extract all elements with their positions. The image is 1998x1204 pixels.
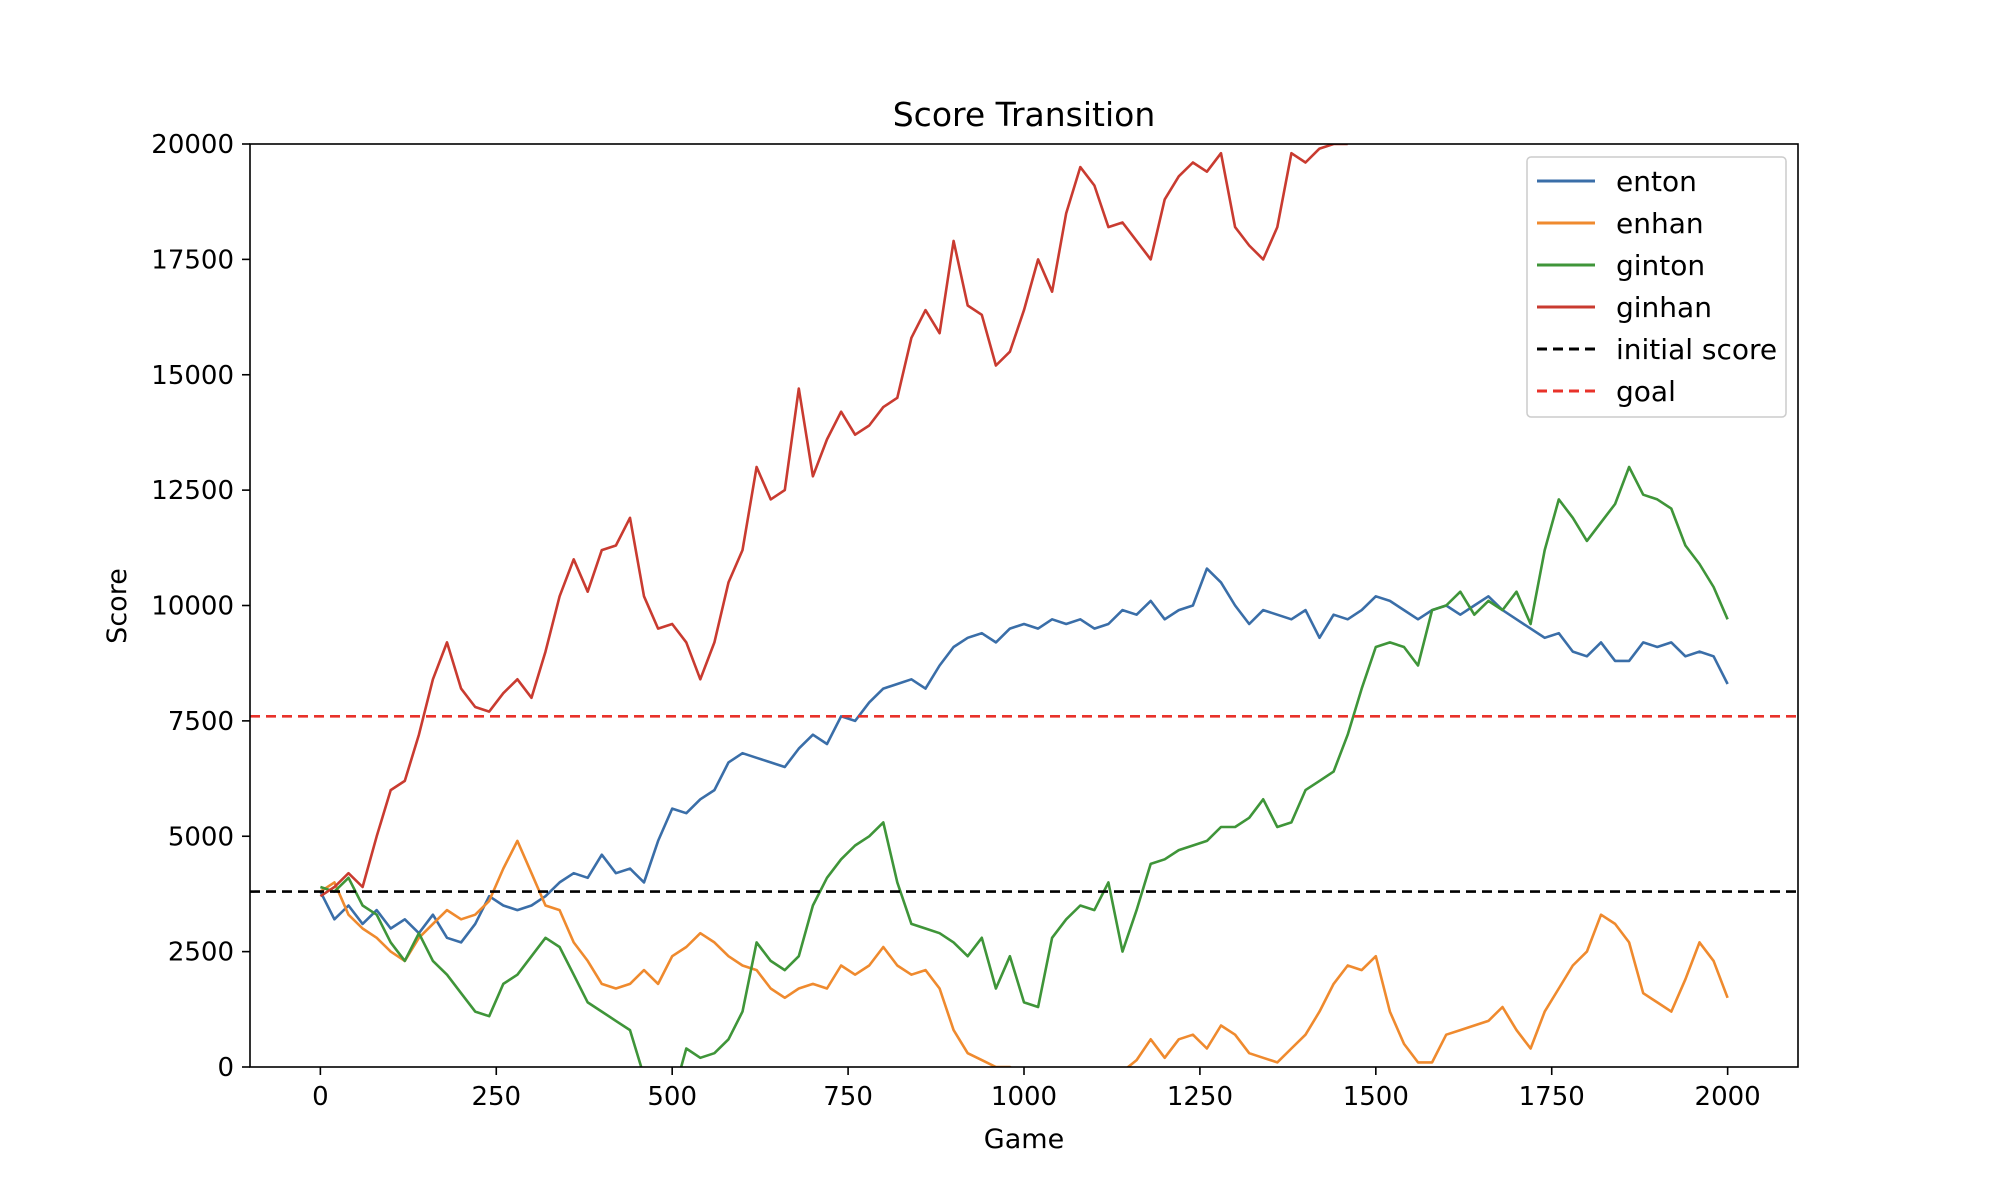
legend-label-goal: goal: [1616, 375, 1676, 408]
x-tick-label: 1250: [1167, 1082, 1233, 1112]
legend-label-ginton: ginton: [1616, 249, 1705, 282]
legend-items: enton enhan ginton ginhan initial score goal: [1537, 165, 1777, 408]
series-line-enhan: [319, 839, 1729, 1067]
y-tick-label: 12500: [151, 476, 234, 506]
y-tick-label: 7500: [168, 707, 234, 737]
y-axis-title: Score: [102, 568, 133, 644]
legend-label-enton: enton: [1616, 165, 1697, 198]
series-line-ginton: [319, 465, 1729, 1067]
y-tick-label: 17500: [151, 245, 234, 275]
x-axis-title: Game: [984, 1124, 1064, 1155]
legend-label-ginhan: ginhan: [1616, 291, 1712, 324]
series-line-ginhan: [319, 144, 1348, 898]
y-tick-label: 10000: [151, 592, 234, 622]
legend: enton enhan ginton ginhan initial score goal: [1526, 156, 1787, 418]
x-tick-label: 1000: [991, 1082, 1057, 1112]
x-tick-label: 750: [823, 1082, 873, 1112]
reference-line-layer: [250, 714, 1798, 893]
y-tick-label: 2500: [168, 938, 234, 968]
x-tick-label: 1750: [1519, 1082, 1585, 1112]
chart-title: Score Transition: [893, 95, 1156, 134]
y-tick-label: 5000: [168, 822, 234, 852]
y-tick-label: 20000: [151, 130, 234, 160]
legend-label-initial-score: initial score: [1616, 333, 1777, 366]
legend-label-enhan: enhan: [1616, 207, 1704, 240]
x-tick-label: 250: [471, 1082, 521, 1112]
y-axis: 0 2500 5000 7500 10000 12500 15000 17500 20000: [151, 130, 250, 1083]
x-axis: 0 250 500 750 1000 1250 1500 1750 2000: [312, 1067, 1761, 1112]
x-tick-label: 1500: [1343, 1082, 1409, 1112]
y-tick-label: 15000: [151, 361, 234, 391]
series-layer: [319, 144, 1729, 1067]
x-tick-label: 0: [312, 1082, 329, 1112]
series-line-enton: [319, 567, 1729, 944]
y-tick-label: 0: [217, 1053, 234, 1083]
x-tick-label: 2000: [1695, 1082, 1761, 1112]
x-tick-label: 500: [647, 1082, 697, 1112]
